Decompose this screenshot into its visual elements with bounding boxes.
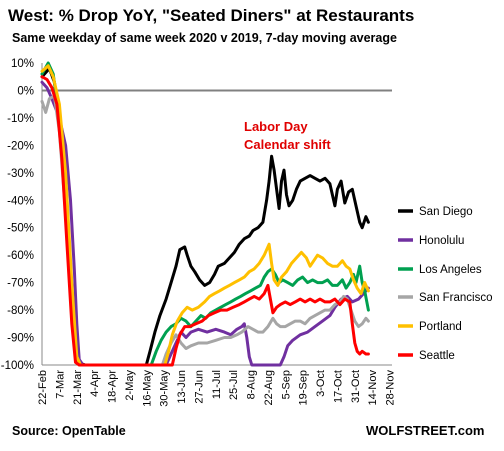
y-tick-label: -60%: [7, 250, 34, 262]
x-tick-label: 21-Mar: [72, 370, 84, 405]
x-tick-label: 13-Jun: [176, 370, 188, 404]
source-note: Source: OpenTable: [12, 424, 126, 438]
y-tick-label: -50%: [7, 223, 34, 235]
y-tick-label: -80%: [7, 305, 34, 317]
y-tick-label: 10%: [11, 58, 34, 70]
y-tick-label: 0%: [17, 85, 34, 97]
legend-label-san-francisco: San Francisco: [419, 292, 493, 304]
legend-label-portland: Portland: [419, 321, 462, 333]
x-tick-label: 30-May: [159, 370, 171, 407]
x-tick-label: 28-Nov: [385, 370, 397, 406]
x-tick-label: 7-Mar: [54, 370, 66, 399]
x-tick-label: 22-Feb: [37, 370, 49, 405]
y-tick-label: -10%: [7, 113, 34, 125]
series-line-san-diego: [40, 67, 370, 367]
series-line-portland: [40, 64, 370, 367]
series-lines: [40, 61, 370, 367]
legend-label-san-diego: San Diego: [419, 206, 473, 218]
x-tick-label: 11-Jul: [211, 370, 223, 399]
x-tick-label: 4-Apr: [89, 370, 101, 397]
y-tick-label: -40%: [7, 195, 34, 207]
y-tick-label: -70%: [7, 278, 34, 290]
x-tick-label: 27-Jun: [193, 370, 205, 404]
series-line-los-angeles: [40, 61, 370, 367]
series-line-seattle: [40, 75, 370, 367]
series-line-honolulu: [40, 80, 370, 367]
legend-label-honolulu: Honolulu: [419, 235, 464, 247]
x-tick-label: 16-May: [141, 370, 153, 407]
annotation-line-2: Calendar shift: [244, 137, 331, 152]
x-tick-label: 8-Aug: [246, 370, 258, 399]
legend: San Diego Honolulu Los Angeles San Francisc…: [398, 206, 493, 362]
x-tick-label: 17-Oct: [332, 370, 344, 403]
x-tick-label: 31-Oct: [350, 370, 362, 403]
chart-title: West: % Drop YoY, "Seated Diners" at Res…: [8, 6, 415, 25]
legend-label-los-angeles: Los Angeles: [419, 264, 482, 276]
x-tick-label: 18-Apr: [107, 370, 119, 403]
x-tick-label: 3-Oct: [315, 370, 327, 397]
annotation-line-1: Labor Day: [244, 119, 308, 134]
x-tick-label: 5-Sep: [280, 370, 292, 399]
legend-label-seattle: Seattle: [419, 350, 455, 362]
y-tick-label: -20%: [7, 140, 34, 152]
y-tick-label: -100%: [1, 360, 34, 372]
chart-subtitle: Same weekday of same week 2020 v 2019, 7…: [12, 31, 397, 45]
x-axis: 22-Feb 7-Mar 21-Mar 4-Apr 18-Apr 2-May 16-May 3…: [37, 370, 397, 407]
brand-watermark: WOLFSTREET.com: [366, 423, 485, 438]
x-tick-label: 14-Nov: [367, 370, 379, 406]
x-tick-label: 25-Jul: [228, 370, 240, 400]
x-tick-label: 19-Sep: [298, 370, 310, 405]
y-tick-label: -30%: [7, 168, 34, 180]
x-tick-label: 22-Aug: [263, 370, 275, 405]
y-tick-label: -90%: [7, 333, 34, 345]
x-tick-label: 2-May: [124, 370, 136, 401]
